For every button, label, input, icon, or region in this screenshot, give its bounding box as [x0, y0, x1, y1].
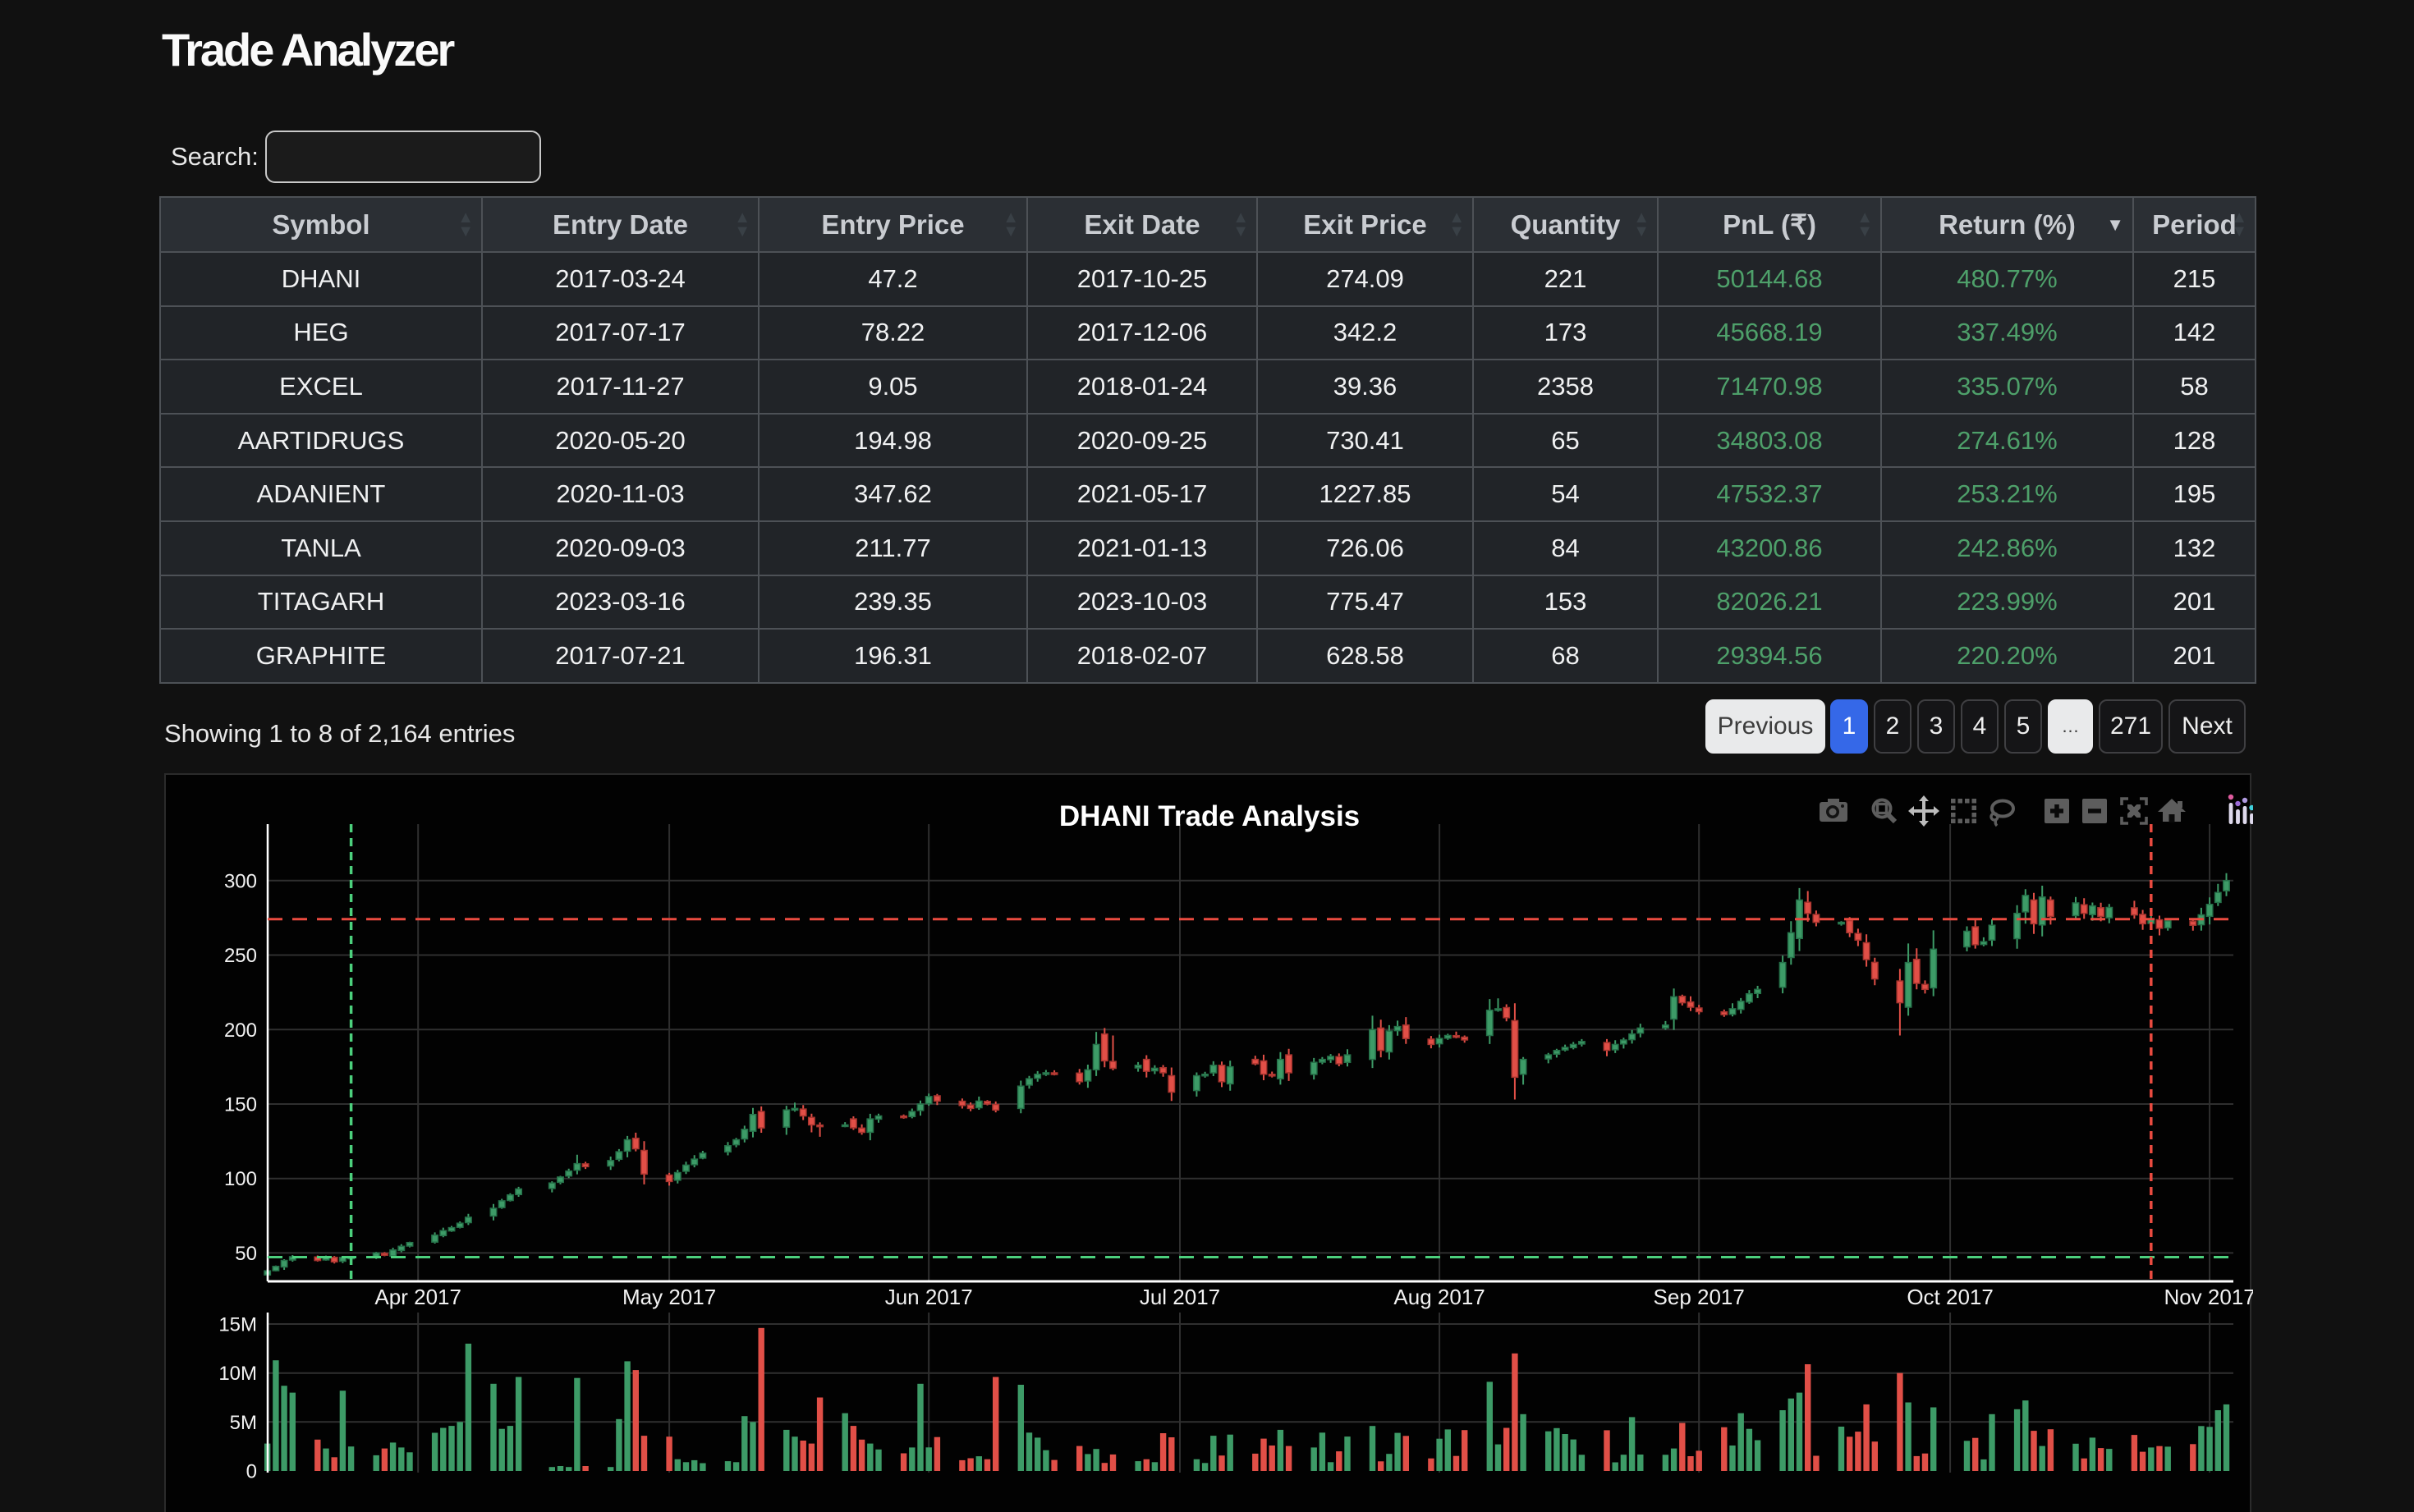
svg-text:250: 250 [224, 945, 257, 967]
svg-text:Nov 2017: Nov 2017 [2164, 1285, 2253, 1309]
svg-text:10M: 10M [218, 1363, 257, 1385]
svg-text:Oct 2017: Oct 2017 [1907, 1285, 1994, 1309]
svg-text:Jul 2017: Jul 2017 [1140, 1285, 1220, 1309]
svg-text:200: 200 [224, 1019, 257, 1042]
svg-text:0: 0 [246, 1461, 257, 1483]
svg-text:5M: 5M [230, 1412, 257, 1434]
svg-text:100: 100 [224, 1168, 257, 1190]
svg-text:15M: 15M [218, 1314, 257, 1336]
svg-text:DHANI Trade Analysis: DHANI Trade Analysis [1059, 800, 1360, 832]
svg-text:Apr 2017: Apr 2017 [374, 1285, 461, 1309]
svg-text:Jun 2017: Jun 2017 [885, 1285, 973, 1309]
svg-text:Aug 2017: Aug 2017 [1393, 1285, 1485, 1309]
svg-text:50: 50 [235, 1243, 257, 1265]
svg-text:May 2017: May 2017 [622, 1285, 716, 1309]
svg-text:300: 300 [224, 870, 257, 892]
svg-text:150: 150 [224, 1094, 257, 1116]
svg-text:Sep 2017: Sep 2017 [1654, 1285, 1745, 1309]
